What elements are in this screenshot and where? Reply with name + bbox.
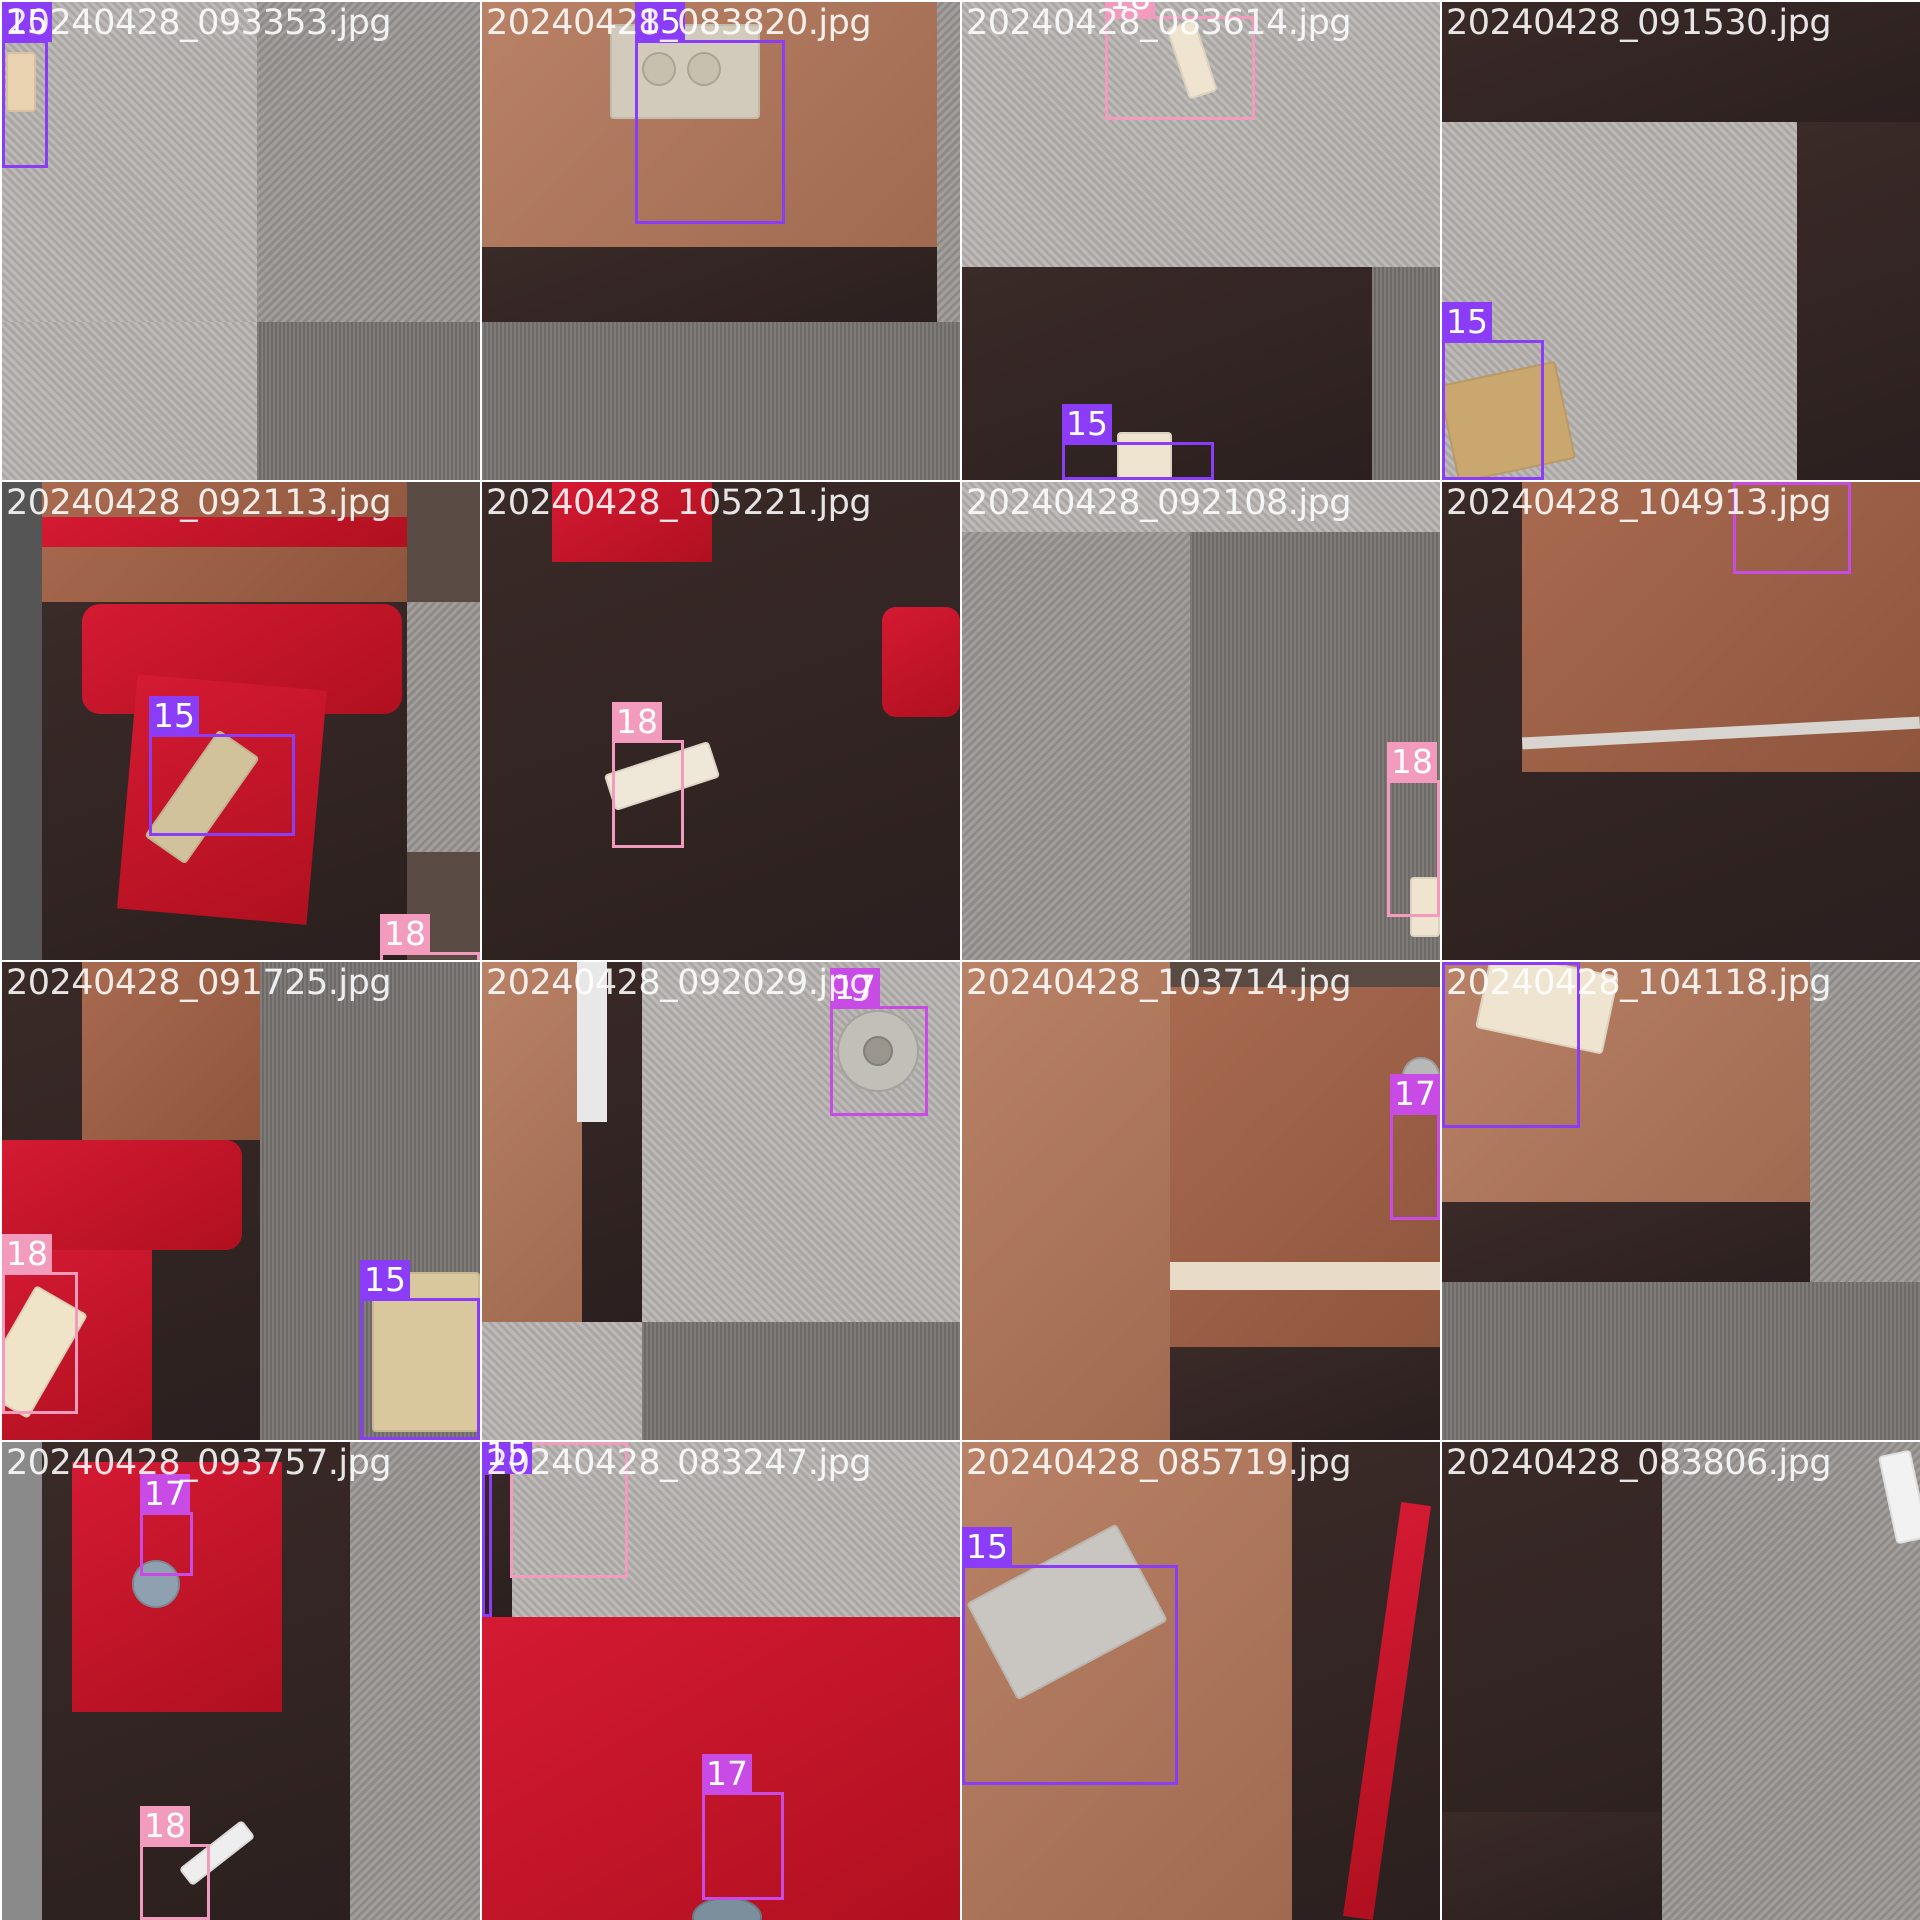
mosaic-tile: 15 20240428_091530.jpg — [1442, 2, 1920, 480]
bounding-box: 15 — [149, 696, 295, 836]
image-filename: 20240428_092113.jpg — [6, 483, 392, 523]
image-filename: 20240428_092029.jpg — [486, 963, 872, 1003]
bounding-box: 17 — [830, 968, 928, 1116]
class-label: 18 — [612, 702, 662, 742]
image-filename: 20240428_093757.jpg — [6, 1443, 392, 1483]
class-label: 15 — [1062, 404, 1112, 444]
bounding-box: 15 — [482, 1442, 532, 1617]
bounding-box: 18 — [380, 914, 480, 960]
image-filename: 20240428_083247.jpg — [486, 1443, 872, 1483]
class-label: 18 — [1105, 2, 1155, 18]
bounding-box: 15 — [1442, 962, 1580, 1128]
class-label: 18 — [140, 1806, 190, 1846]
mosaic-tile: 15 18 20240428_092113.jpg — [2, 482, 480, 960]
class-label: 17 — [1390, 1074, 1440, 1114]
class-label: 15 — [1442, 302, 1492, 342]
mosaic-tile: 17 18 20240428_093757.jpg — [2, 1442, 480, 1920]
mosaic-tile: 17 20240428_103714.jpg — [962, 962, 1440, 1440]
class-label: 18 — [1387, 742, 1437, 782]
bounding-box: 15 — [2, 2, 52, 168]
bounding-box: 17 — [702, 1754, 784, 1900]
bounding-box: 15 — [962, 1527, 1178, 1785]
image-filename: 20240428_105221.jpg — [486, 483, 872, 523]
mosaic-tile: 18 15 17 20240428_083247.jpg — [482, 1442, 960, 1920]
class-label: 18 — [510, 1442, 560, 1444]
mosaic-tile: 18 20240428_105221.jpg — [482, 482, 960, 960]
image-filename: 20240428_091725.jpg — [6, 963, 392, 1003]
bounding-box: 15 — [635, 2, 785, 224]
class-label: 18 — [380, 914, 430, 954]
bounding-box: 18 — [140, 1806, 210, 1920]
bounding-box: 18 — [612, 702, 684, 848]
image-filename: 20240428_091530.jpg — [1446, 3, 1832, 43]
bounding-box: 17 — [1390, 1074, 1440, 1220]
image-filename: 20240428_085719.jpg — [966, 1443, 1352, 1483]
mosaic-tile: 18 15 20240428_091725.jpg — [2, 962, 480, 1440]
class-label: 17 — [140, 1474, 190, 1514]
bounding-box: 15 — [360, 1260, 480, 1440]
image-filename: 20240428_093353.jpg — [6, 3, 392, 43]
class-label: 17 — [1733, 482, 1783, 484]
class-label: 15 — [360, 1260, 410, 1300]
image-filename: 20240428_083820.jpg — [486, 3, 872, 43]
bounding-box: 15 — [1062, 404, 1214, 480]
class-label: 18 — [2, 1234, 52, 1274]
mosaic-tile: 15 20240428_083820.jpg — [482, 2, 960, 480]
mosaic-tile: 15 20240428_085719.jpg — [962, 1442, 1440, 1920]
bounding-box: 15 — [1442, 302, 1544, 480]
image-filename: 20240428_083806.jpg — [1446, 1443, 1832, 1483]
mosaic-tile: 15 20240428_093353.jpg — [2, 2, 480, 480]
bounding-box: 18 — [2, 1234, 78, 1414]
class-label: 15 — [962, 1527, 1012, 1567]
image-filename: 20240428_103714.jpg — [966, 963, 1352, 1003]
mosaic-tile: 17 20240428_092029.jpg — [482, 962, 960, 1440]
mosaic-tile: 18 15 20240428_083614.jpg — [962, 2, 1440, 480]
bounding-box: 17 — [1733, 482, 1851, 574]
mosaic-tile: 17 20240428_104913.jpg — [1442, 482, 1920, 960]
class-label: 15 — [1442, 962, 1492, 964]
bounding-box: 18 — [1105, 2, 1255, 120]
bounding-box: 17 — [140, 1474, 193, 1576]
class-label: 17 — [702, 1754, 752, 1794]
bounding-box: 18 — [1387, 742, 1440, 917]
class-label: 17 — [830, 968, 880, 1008]
class-label: 15 — [149, 696, 199, 736]
mosaic-tile: 15 20240428_104118.jpg — [1442, 962, 1920, 1440]
mosaic-tile: 20240428_083806.jpg — [1442, 1442, 1920, 1920]
class-label: 15 — [482, 1442, 532, 1474]
class-label: 15 — [2, 2, 52, 42]
image-filename: 20240428_083614.jpg — [966, 3, 1352, 43]
mosaic-tile: 18 20240428_092108.jpg — [962, 482, 1440, 960]
class-label: 15 — [635, 2, 685, 42]
image-filename: 20240428_104913.jpg — [1446, 483, 1832, 523]
image-filename: 20240428_104118.jpg — [1446, 963, 1832, 1003]
bounding-box: 18 — [510, 1442, 628, 1578]
image-filename: 20240428_092108.jpg — [966, 483, 1352, 523]
